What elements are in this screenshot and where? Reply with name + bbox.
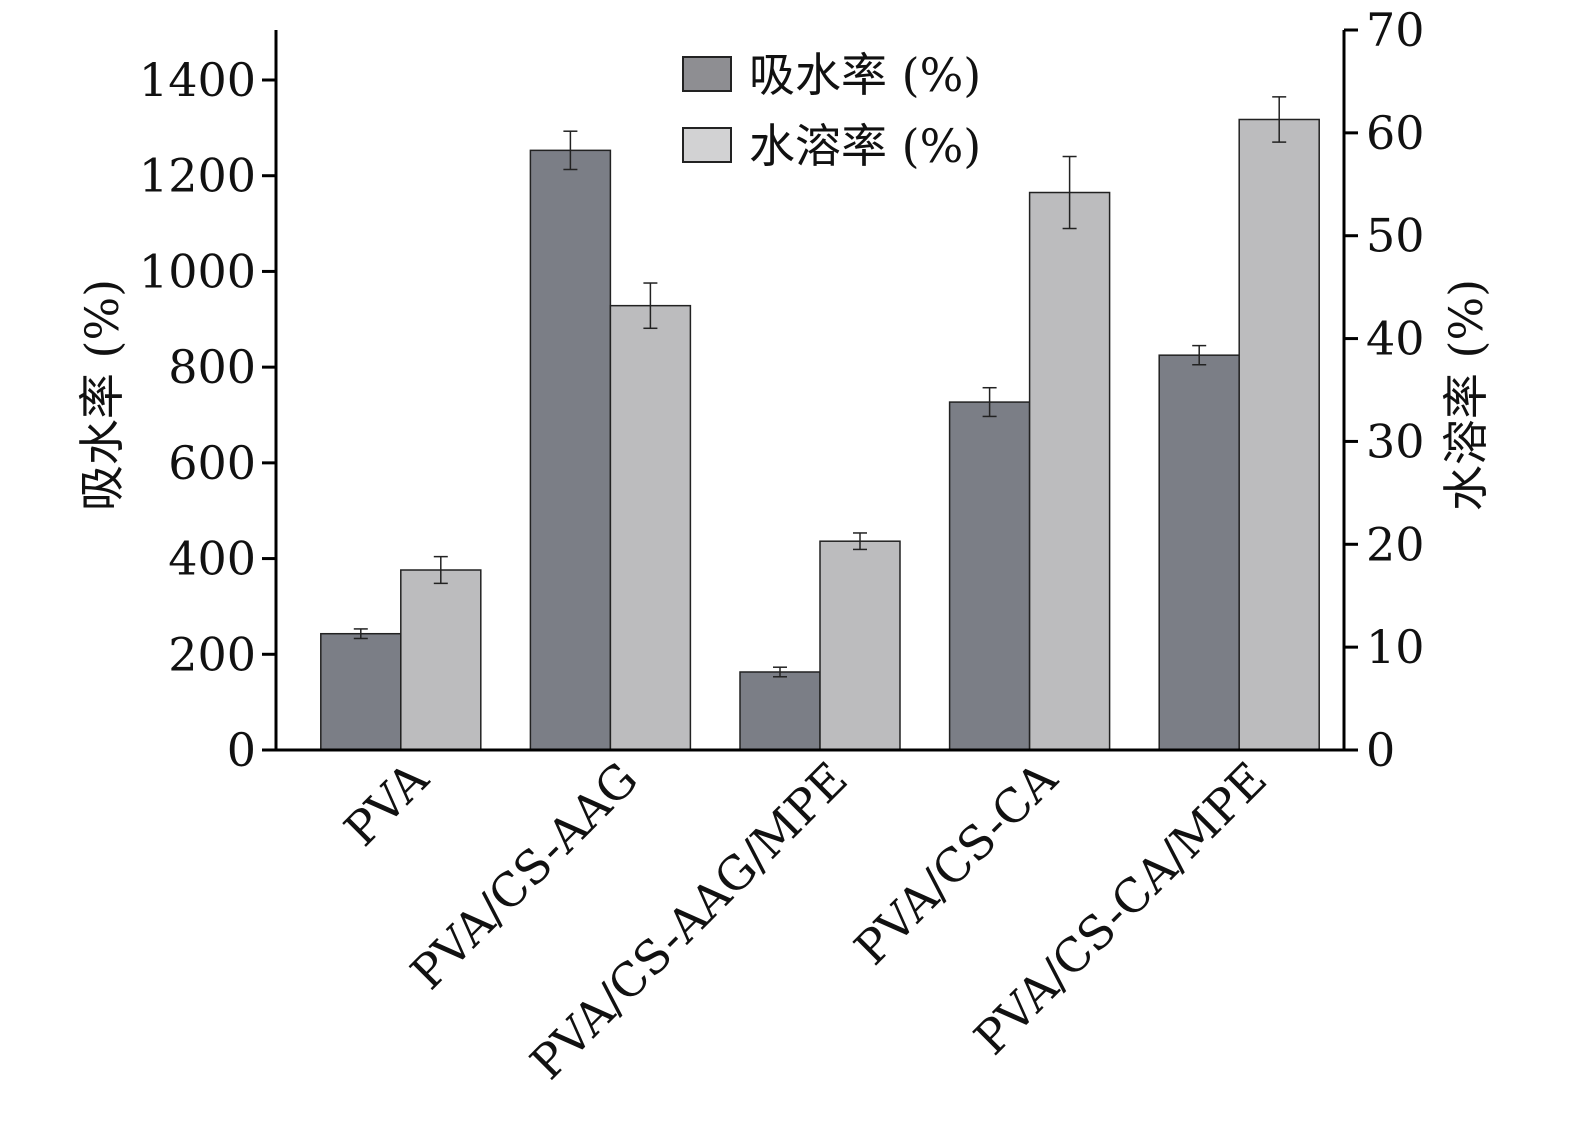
right-tick-label: 30 — [1366, 414, 1425, 468]
legend-swatch-absorption — [682, 56, 732, 92]
right-tick-label: 10 — [1366, 620, 1425, 674]
bar-solubility-0 — [400, 569, 482, 751]
bar-solubility-1 — [609, 304, 692, 751]
legend-swatch-solubility — [682, 127, 732, 163]
right-y-axis-title: 水溶率 (%) — [1439, 279, 1493, 511]
bar-absorption-1 — [529, 149, 612, 751]
left-tick-label: 400 — [168, 532, 256, 586]
bar-solubility-2 — [819, 540, 901, 751]
x-category-labels: PVAPVA/CS-AAGPVA/CS-AAG/MPEPVA/CS-CAPVA/… — [334, 751, 1277, 1090]
right-tick-label: 0 — [1366, 723, 1395, 777]
left-tick-label: 1200 — [139, 149, 256, 203]
bar-absorption-0 — [320, 632, 402, 751]
right-tick-label: 40 — [1366, 312, 1425, 366]
right-tick-label: 50 — [1366, 209, 1425, 263]
bar-absorption-3 — [948, 401, 1031, 751]
x-category-label: PVA/CS-CA — [844, 751, 1068, 975]
left-y-axis-title: 吸水率 (%) — [75, 279, 129, 511]
legend-label-absorption: 吸水率 (%) — [749, 48, 981, 102]
axes-layer — [274, 30, 1346, 752]
left-tick-label: 1400 — [139, 53, 256, 107]
right-tick-label: 20 — [1366, 517, 1425, 571]
left-tick-label: 800 — [168, 340, 256, 394]
left-tick-label: 200 — [168, 627, 256, 681]
left-tick-label: 0 — [227, 723, 256, 777]
left-y-ticks: 0 200 400 600 800 1000 1200 1400 — [139, 53, 276, 777]
bar-absorption-2 — [739, 671, 821, 751]
right-tick-label: 60 — [1366, 106, 1425, 160]
bar-absorption-4 — [1158, 354, 1240, 751]
error-bars-layer — [353, 96, 1287, 678]
bar-solubility-4 — [1238, 118, 1320, 751]
legend: 吸水率 (%) 水溶率 (%) — [682, 48, 981, 173]
bars-layer — [320, 118, 1320, 751]
x-category-label: PVA — [334, 751, 439, 856]
bar-solubility-3 — [1028, 191, 1111, 751]
legend-label-solubility: 水溶率 (%) — [749, 119, 981, 173]
right-y-ticks: 0 10 20 30 40 50 60 70 — [1344, 3, 1425, 777]
right-tick-label: 70 — [1366, 3, 1425, 57]
left-tick-label: 600 — [168, 436, 256, 490]
left-tick-label: 1000 — [139, 244, 256, 298]
